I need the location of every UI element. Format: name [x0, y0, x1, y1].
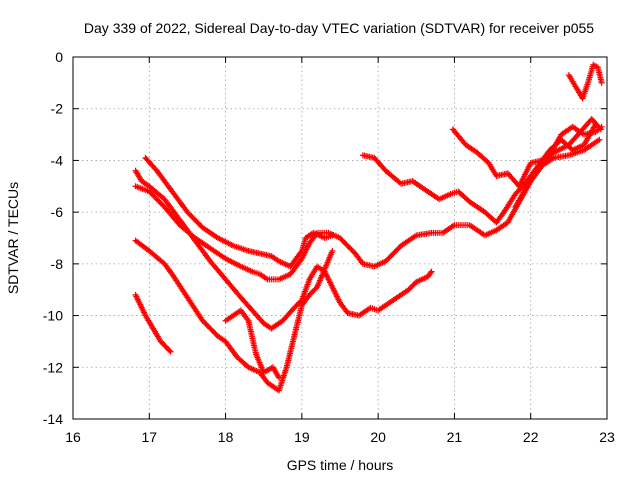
data-point: [427, 269, 434, 276]
data-point: [329, 247, 336, 254]
y-tick-label: -10: [43, 308, 63, 324]
x-tick-labels: 16 17 18 19 20 21 22 23: [65, 429, 615, 445]
x-tick-label: 18: [218, 429, 234, 445]
data-point: [167, 348, 174, 355]
grid-lines: [73, 57, 607, 419]
x-tick-label: 23: [599, 429, 615, 445]
series-track-i: [512, 123, 605, 210]
data-point: [596, 136, 603, 143]
x-tick-label: 21: [447, 429, 463, 445]
x-tick-label: 22: [523, 429, 539, 445]
chart-title: Day 339 of 2022, Sidereal Day-to-day VTE…: [84, 20, 594, 36]
y-tick-label: -6: [51, 204, 64, 220]
data-point: [275, 374, 282, 381]
x-tick-label: 16: [65, 429, 81, 445]
data-point: [598, 79, 605, 86]
y-tick-labels: 0 -2 -4 -6 -8 -10 -12 -14: [43, 49, 63, 427]
x-tick-label: 19: [294, 429, 310, 445]
axis-ticks: [72, 56, 608, 420]
plot-frame: [72, 56, 608, 420]
data-point: [428, 268, 435, 275]
y-tick-label: 0: [55, 49, 63, 65]
y-tick-label: -12: [43, 359, 63, 375]
series-track-d: [132, 237, 336, 394]
data-point: [598, 123, 605, 130]
y-tick-label: -4: [51, 152, 64, 168]
data-point: [166, 347, 173, 354]
x-axis-label: GPS time / hours: [287, 457, 394, 473]
series-track-e: [132, 291, 174, 355]
y-axis-label: SDTVAR / TECUs: [5, 182, 21, 294]
series-track-f: [222, 307, 282, 381]
data-point: [329, 232, 336, 239]
series-track-c: [142, 154, 336, 270]
series-track-b: [132, 167, 435, 332]
y-tick-label: -14: [43, 411, 63, 427]
data-series: [132, 61, 605, 394]
y-tick-label: -8: [51, 256, 64, 272]
series-track-j: [565, 61, 605, 102]
y-tick-label: -2: [51, 101, 64, 117]
series-track-g: [359, 121, 599, 226]
x-tick-label: 17: [141, 429, 157, 445]
x-tick-label: 20: [370, 429, 386, 445]
